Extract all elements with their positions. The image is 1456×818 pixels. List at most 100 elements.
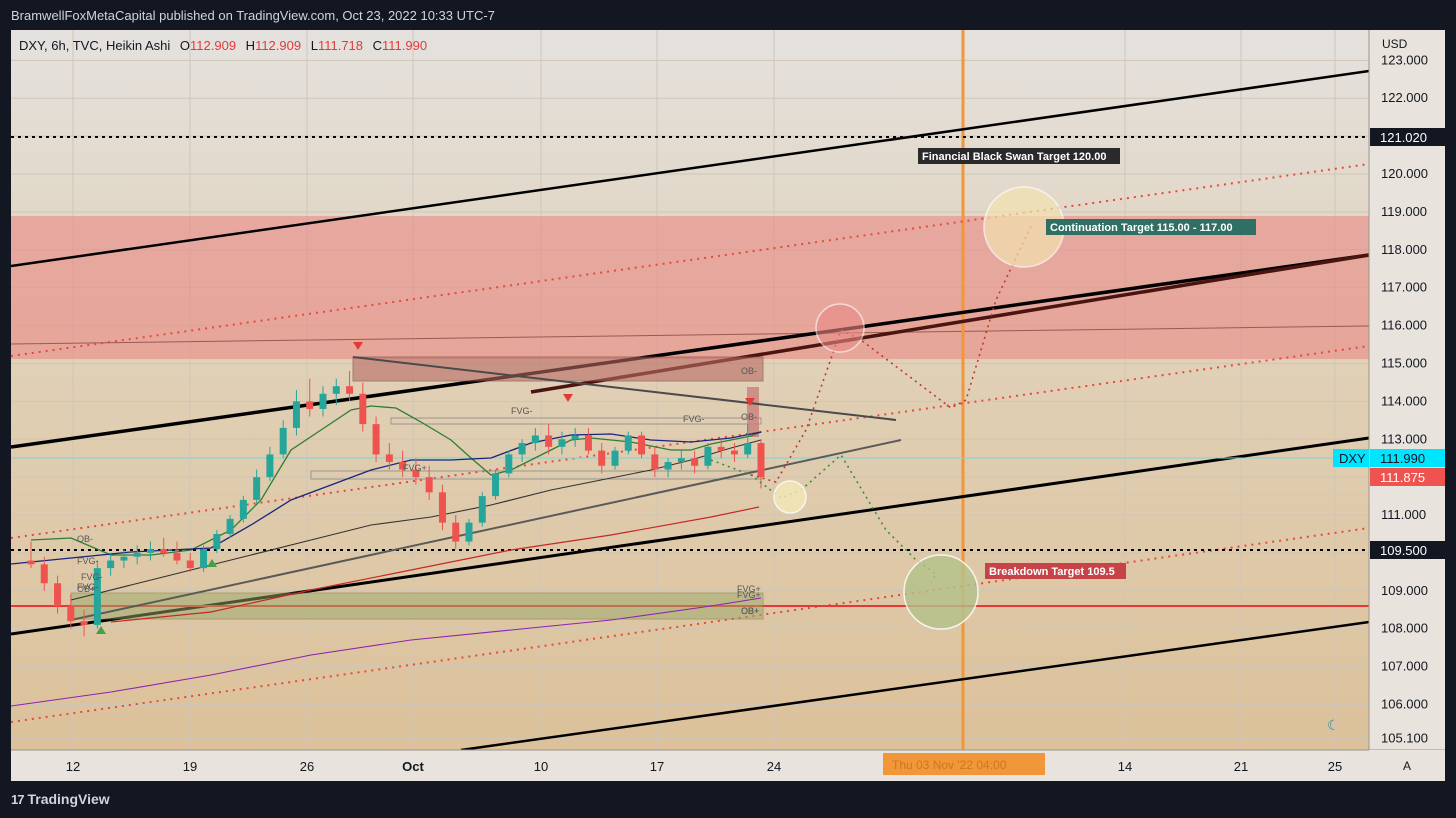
- high-label: H: [245, 38, 256, 53]
- open-value: 112.909: [190, 38, 237, 53]
- candle-body: [518, 443, 526, 455]
- plot-background: [11, 30, 1369, 750]
- annotation-continuation-text: Continuation Target 115.00 - 117.00: [1050, 222, 1233, 234]
- candle-body: [452, 522, 460, 542]
- candle-body: [624, 435, 632, 451]
- price-tag-value: 109.500: [1380, 543, 1427, 558]
- price-tag-symbol: DXY: [1339, 451, 1366, 466]
- ob-box-top: [352, 356, 764, 382]
- circle-breakdown: [903, 554, 979, 630]
- candle-body: [638, 435, 646, 455]
- moon-icon: ☾: [1327, 717, 1340, 733]
- candle-body: [558, 439, 566, 447]
- annotation-continuation: Continuation Target 115.00 - 117.00: [1046, 219, 1256, 235]
- marker-label: FVG-: [77, 556, 99, 566]
- candle-body: [160, 549, 168, 553]
- annotation-black-swan-bg: [918, 148, 1120, 164]
- candle-body: [27, 560, 35, 565]
- price-axis: [1369, 30, 1445, 750]
- candle-body: [93, 568, 101, 625]
- time-cursor-tag: [883, 753, 1045, 775]
- x-tick-label: 14: [1118, 759, 1132, 774]
- channel-bottom-line: [460, 620, 1370, 752]
- price-chart[interactable]: FVG-FVG-FVG-FVG+FVG+OB-OB+OB-OB+FVG-FVG-…: [10, 30, 1445, 781]
- candle-body: [704, 446, 712, 466]
- channel-upper-line: [10, 69, 1370, 268]
- candle-body: [492, 473, 500, 497]
- annotation-black-swan: Financial Black Swan Target 120.00: [918, 148, 1120, 164]
- x-tick-label: 21: [1234, 759, 1248, 774]
- y-tick-label: 109.000: [1381, 583, 1428, 598]
- marker-label: FVG-: [683, 414, 705, 424]
- candle-body: [505, 454, 513, 474]
- x-tick-label: 10: [534, 759, 548, 774]
- marker-up-2: [207, 559, 217, 567]
- marker-label: FVG+: [403, 463, 427, 473]
- circle-small: [773, 480, 807, 514]
- y-tick-label: 119.000: [1381, 204, 1427, 219]
- y-tick-label: 111.000: [1381, 507, 1426, 522]
- candle-body: [306, 401, 314, 409]
- x-tick-label: 19: [183, 759, 197, 774]
- candle-body: [651, 454, 659, 470]
- dotted-channel-2: [10, 345, 1370, 539]
- marker-label: FVG+: [737, 590, 761, 600]
- chart-area[interactable]: FVG- FVG- FVG- FVG+ FVG+ OB- OB+ OB- OB+ FVG- FVG-…: [10, 30, 1445, 781]
- circle-mid: [815, 303, 865, 353]
- candle-body: [385, 454, 393, 462]
- annotation-black-swan-text: Financial Black Swan Target 120.00: [922, 151, 1106, 163]
- time-cursor-label: Thu 03 Nov '22 04:00: [892, 758, 1007, 772]
- marker-label: FVG-: [81, 572, 103, 582]
- symbol-name: DXY, 6h, TVC, Heikin Ashi: [19, 38, 171, 53]
- y-tick-label: 107.000: [1381, 659, 1428, 674]
- marker-label: FVG-: [77, 582, 99, 592]
- price-tag-value: 111.875: [1380, 470, 1425, 485]
- x-tick-label: 12: [66, 759, 80, 774]
- candle-body: [584, 435, 592, 451]
- candle-body: [173, 552, 181, 561]
- candle-body: [253, 477, 261, 500]
- candle-body: [677, 458, 685, 462]
- footer-bar: 17 TradingView: [0, 781, 1456, 818]
- x-tick-label: 17: [650, 759, 664, 774]
- annotation-breakdown-bg: [985, 563, 1126, 579]
- candle-body: [717, 446, 725, 451]
- x-tick-label: 24: [767, 759, 781, 774]
- candle-body: [40, 564, 48, 584]
- candle-body: [571, 435, 579, 440]
- marker-label: OB-: [741, 412, 757, 422]
- candle-body: [239, 499, 247, 519]
- close-label: C: [372, 38, 383, 53]
- low-label: L: [310, 38, 318, 53]
- candle-body: [67, 606, 75, 622]
- price-tag-value: 111.990: [1380, 451, 1425, 466]
- y-tick-label: 120.000: [1381, 166, 1428, 181]
- marker-label: FVG+: [737, 584, 761, 594]
- candle-body: [598, 450, 606, 466]
- high-value: 112.909: [255, 38, 302, 53]
- fvg-box-mid2: [390, 417, 762, 425]
- candle-body: [332, 386, 340, 394]
- symbol-legend: DXY, 6h, TVC, Heikin Ashi O112.909 H112.…: [19, 38, 427, 53]
- low-value: 111.718: [317, 38, 364, 53]
- price-tag-bg: [1370, 128, 1445, 146]
- annotation-breakdown: Breakdown Target 109.5: [985, 563, 1126, 579]
- candle-body: [412, 469, 420, 478]
- candle-body: [730, 450, 738, 455]
- time-axis: [11, 750, 1369, 781]
- x-tick-label: 26: [300, 759, 314, 774]
- candle-body: [611, 450, 619, 466]
- candle-body: [531, 435, 539, 444]
- auto-scale-button[interactable]: A: [1403, 759, 1411, 773]
- y-tick-label: 118.000: [1381, 242, 1427, 257]
- tradingview-logo[interactable]: 17 TradingView: [11, 791, 110, 807]
- candle-body: [545, 435, 553, 447]
- price-tag-value: 121.020: [1380, 130, 1427, 145]
- y-tick-label: 122.000: [1381, 90, 1428, 105]
- ma-purple: [10, 597, 762, 707]
- marker-down-2: [563, 394, 573, 402]
- candle-body: [465, 522, 473, 542]
- y-tick-label: 123.000: [1381, 52, 1428, 67]
- candle-body: [372, 424, 380, 455]
- marker-label: OB+: [741, 606, 759, 616]
